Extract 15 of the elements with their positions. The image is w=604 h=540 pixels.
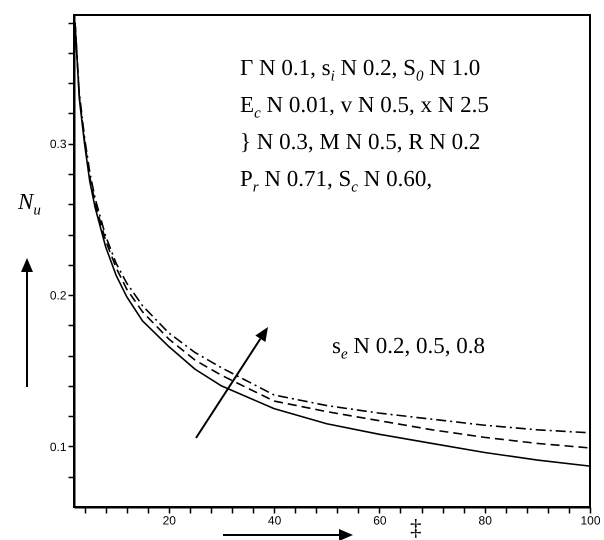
x-tick-label: 100 (580, 514, 601, 528)
y-tick-label: 0.2 (50, 288, 67, 303)
x-axis-title: ‡ (410, 515, 422, 540)
x-tick-label: 40 (268, 514, 282, 528)
y-axis-title: N$_{u}$ (18, 189, 41, 219)
x-tick-label: 60 (373, 514, 387, 528)
annotation: E$_{c}$ N 0.01, v N 0.5, x N 2.5 (240, 92, 489, 122)
annotation: s$_{e}$ N 0.2, 0.5, 0.8 (332, 333, 485, 363)
annotation: } N 0.3, M N 0.5, R N 0.2 (240, 129, 480, 154)
x-tick-label: 80 (478, 514, 492, 528)
y-tick-label: 0.3 (50, 137, 67, 152)
y-tick-label: 0.1 (50, 440, 67, 454)
annotation: P$_{r}$ N 0.71, S$_{c}$ N 0.60, (240, 166, 432, 196)
x-tick-label: 20 (162, 514, 176, 528)
annotation: Γ N 0.1, s$_{i}$ N 0.2, S$_{0}$ N 1.0 (240, 55, 480, 85)
